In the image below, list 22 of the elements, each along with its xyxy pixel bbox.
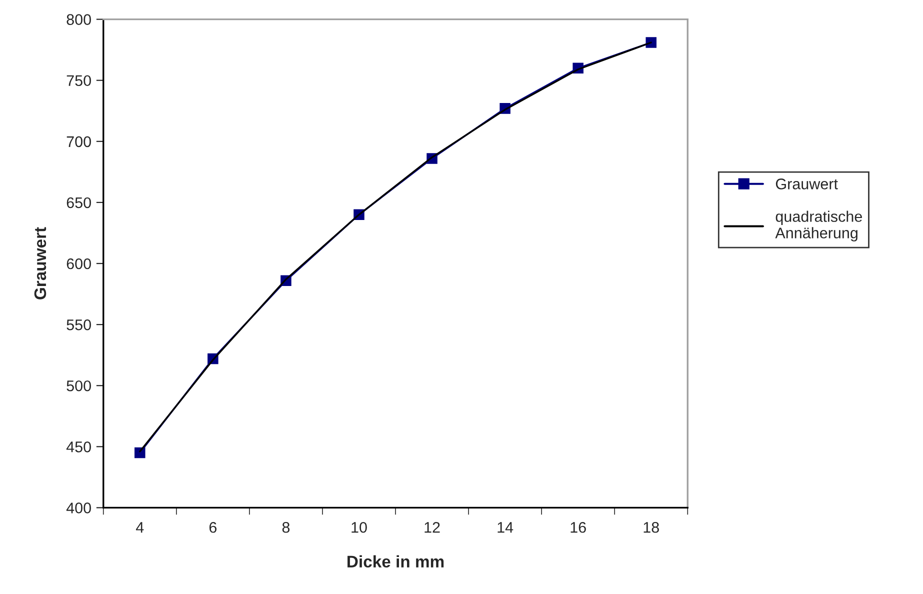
y-tick-label: 600 — [66, 258, 91, 270]
x-tick-label: 6 — [209, 522, 216, 533]
y-tick-label: 750 — [66, 75, 91, 86]
y-tick-label: 450 — [66, 442, 91, 452]
y-tick-label: 500 — [66, 380, 91, 392]
y-tick-label: 550 — [66, 319, 91, 330]
y-tick-label: 650 — [66, 197, 91, 208]
legend-label: Grauwert — [776, 178, 838, 190]
y-tick-label: 800 — [66, 14, 91, 25]
y-tick-label: 700 — [66, 136, 91, 148]
y-axis-title: Grauwert — [34, 227, 46, 300]
point — [134, 447, 146, 458]
y-tick-label: 400 — [66, 502, 91, 514]
x-tick-label: 16 — [570, 522, 586, 533]
x-tick-label: 12 — [424, 522, 440, 533]
x-tick-label: 14 — [498, 522, 514, 533]
x-tick-label: 4 — [136, 522, 144, 533]
x-tick-label: 10 — [352, 522, 367, 533]
x-tick-label: 18 — [644, 522, 659, 533]
x-axis-title: Dicke in mm — [348, 555, 444, 568]
x-tick-label: 8 — [282, 522, 290, 533]
legend-label: quadratische Annäherung — [775, 210, 862, 242]
